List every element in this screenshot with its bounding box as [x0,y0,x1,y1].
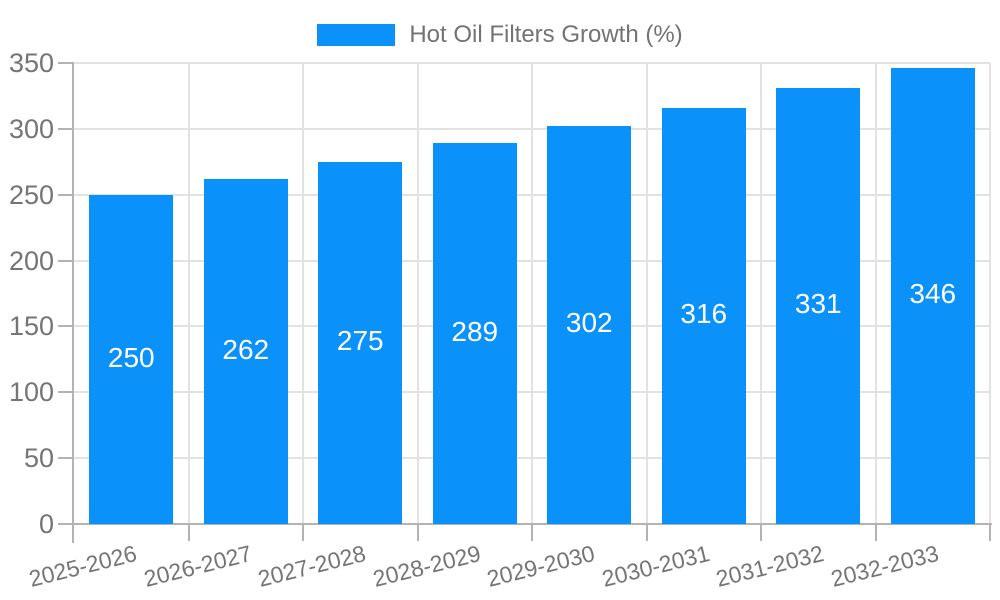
x-axis-tick [531,524,533,541]
y-axis-tick [58,193,74,196]
x-axis-tick [874,524,877,541]
gridline-vertical [416,63,419,524]
y-axis-tick [58,259,74,262]
y-axis-label: 350 [8,48,54,78]
y-axis-line [72,63,74,543]
x-axis-tick [989,524,991,541]
y-axis-tick [58,62,74,64]
gridline-vertical [187,63,190,524]
gridline-vertical [989,63,991,524]
x-axis-tick [760,524,762,541]
x-axis-label: 2027-2028 [255,540,369,592]
bar-2027-2028[interactable] [318,162,403,524]
x-axis-tick [645,524,648,541]
x-axis-tick [187,524,190,541]
y-axis-label: 0 [38,509,54,539]
bar-2029-2030[interactable] [547,126,632,524]
y-axis-tick [58,391,74,394]
chart-legend[interactable]: Hot Oil Filters Growth (%) [0,22,1000,48]
y-axis-tick [58,325,74,328]
legend-label: Hot Oil Filters Growth (%) [409,21,683,48]
y-axis-tick [58,457,74,460]
y-axis-label: 300 [8,113,54,144]
y-axis-label: 100 [8,377,54,408]
x-axis-label: 2032-2033 [828,540,942,592]
bar-2032-2033[interactable] [890,68,975,524]
gridline-vertical [874,63,877,524]
bar-2031-2032[interactable] [776,88,861,524]
x-axis-label: 2025-2026 [26,540,140,592]
gridline-vertical [645,63,648,524]
x-axis-label: 2028-2029 [370,540,484,592]
gridline-vertical [760,63,762,524]
x-axis-line [58,523,992,525]
x-axis-tick [302,524,304,541]
x-axis-label: 2030-2031 [599,540,713,592]
x-axis-label: 2029-2030 [484,540,598,592]
gridline-vertical [302,63,304,524]
x-axis-label: 2026-2027 [141,540,255,592]
y-axis-tick [58,127,74,130]
legend-swatch-icon [317,24,396,46]
bar-2030-2031[interactable] [661,108,746,524]
y-axis-label: 150 [8,311,54,342]
x-axis-label: 2031-2032 [713,540,827,592]
bar-2026-2027[interactable] [203,179,288,524]
bar-2028-2029[interactable] [432,143,517,524]
bar-2025-2026[interactable] [89,195,174,524]
y-axis-label: 200 [8,245,54,276]
y-axis-label: 50 [23,443,54,474]
x-axis-tick [416,524,419,541]
gridline-vertical [531,63,533,524]
y-axis-label: 250 [8,179,54,210]
